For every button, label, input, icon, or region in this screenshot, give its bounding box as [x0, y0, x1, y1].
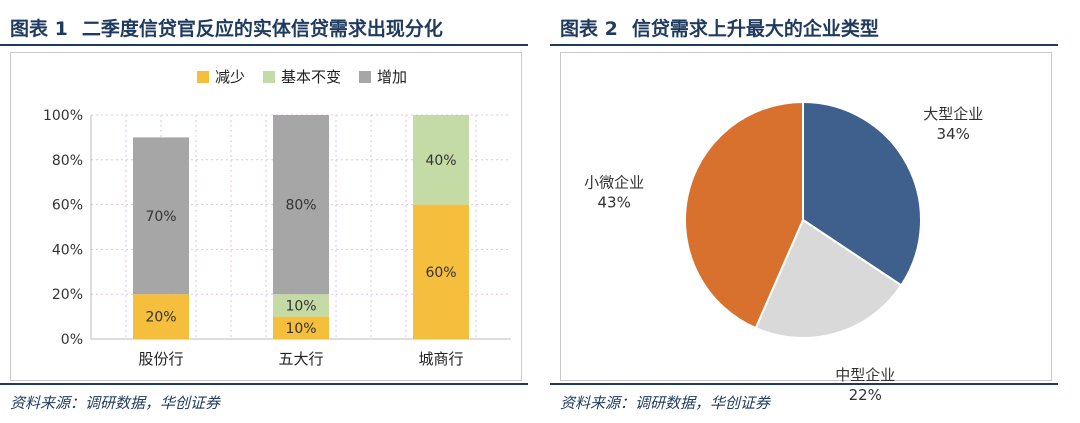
figure-1-title: 图表 1 二季度信贷官反应的实体信贷需求出现分化	[10, 14, 443, 41]
bar-segment	[133, 294, 189, 339]
y-tick-label: 100%	[43, 108, 83, 124]
bar-segment	[273, 294, 329, 317]
legend-swatch	[263, 71, 275, 83]
figure-2-source: 资料来源：调研数据，华创证券	[560, 394, 771, 412]
y-tick-label: 60%	[52, 198, 83, 214]
pie-slice	[684, 100, 804, 330]
figure-1-source: 资料来源：调研数据，华创证券	[10, 394, 221, 412]
legend-swatch	[197, 71, 209, 83]
figure-1-chart-box: 0% 20% 40% 60% 80% 100% 20% 70% 股份行 10% 10% 80% 五大行 6…	[10, 52, 522, 381]
pie-value-label: 22%	[849, 386, 882, 404]
x-category-label: 五大行	[278, 350, 323, 368]
pie-category-label: 中型企业	[835, 366, 895, 384]
figure-2-number: 图表 2	[560, 18, 618, 40]
pie-slice	[754, 218, 903, 339]
figure-1-footer-rule	[0, 383, 528, 385]
figure-1-panel: 图表 1 二季度信贷官反应的实体信贷需求出现分化 0% 20% 40% 60% 80% 10…	[0, 0, 528, 423]
bar-segment	[413, 204, 469, 339]
y-tick-label: 80%	[52, 153, 83, 169]
figure-2-title: 图表 2 信贷需求上升最大的企业类型	[560, 14, 879, 41]
y-tick-label: 40%	[52, 242, 83, 258]
figure-1-header: 图表 1 二季度信贷官反应的实体信贷需求出现分化	[0, 6, 528, 46]
legend-label: 基本不变	[281, 68, 341, 86]
pie-category-label: 大型企业	[923, 105, 983, 123]
bar-segment	[273, 316, 329, 339]
bar-data-label: 10%	[285, 321, 316, 337]
figure-2-chart-box: 大型企业 34% 中型企业 22% 小微企业 43%	[560, 52, 1052, 404]
bar-data-label: 40%	[425, 153, 456, 169]
legend-label: 减少	[215, 68, 245, 86]
y-tick-label: 0%	[61, 332, 83, 348]
bar-segment	[133, 137, 189, 295]
stacked-bar-chart: 0% 20% 40% 60% 80% 100% 20% 70% 股份行 10% 10% 80% 五大行 6…	[43, 68, 511, 368]
pie-value-label: 34%	[937, 125, 970, 143]
pie-category-label: 小微企业	[584, 173, 644, 191]
figure-2-header: 图表 2 信贷需求上升最大的企业类型	[550, 6, 1058, 46]
bar-data-label: 60%	[425, 265, 456, 281]
figure-2-title-text: 信贷需求上升最大的企业类型	[631, 18, 879, 40]
bar-data-label: 80%	[285, 198, 316, 214]
legend-swatch	[359, 71, 371, 83]
x-category-label: 城商行	[418, 350, 463, 368]
figure-1-number: 图表 1	[10, 18, 68, 40]
figure-1-title-text: 二季度信贷官反应的实体信贷需求出现分化	[81, 18, 443, 40]
bar-segment	[413, 115, 469, 205]
figure-2-footer-rule	[550, 383, 1058, 385]
bar-data-label: 70%	[145, 209, 176, 225]
legend-label: 增加	[377, 68, 407, 86]
bar-data-label: 20%	[145, 310, 176, 326]
pie-value-label: 43%	[598, 193, 631, 211]
y-tick-label: 20%	[52, 287, 83, 303]
pie-chart: 大型企业 34% 中型企业 22% 小微企业 43%	[584, 100, 983, 404]
bar-data-label: 10%	[285, 298, 316, 314]
figure-2-panel: 图表 2 信贷需求上升最大的企业类型 大型企业 34% 中型企业 22% 小微企业 43% …	[550, 0, 1058, 423]
bar-segment	[273, 115, 329, 295]
x-category-label: 股份行	[138, 350, 183, 368]
